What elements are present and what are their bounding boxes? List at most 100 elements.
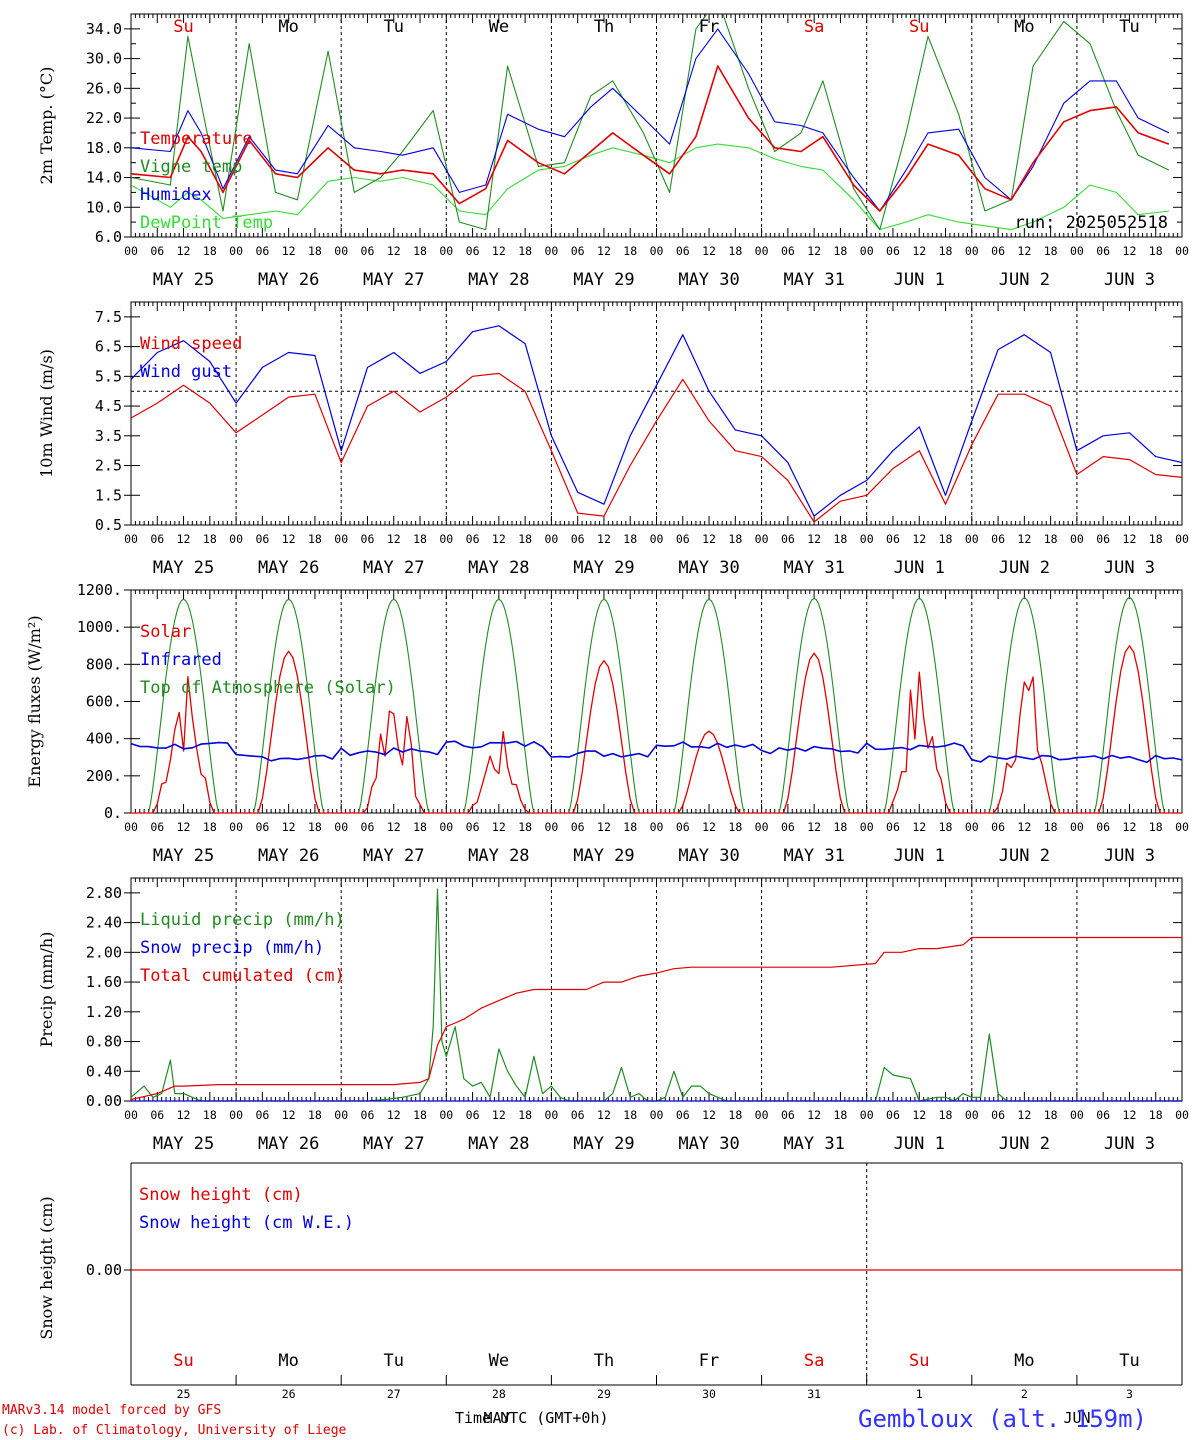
x-hour-label: 06 [361, 820, 375, 834]
x-hour-label: 12 [912, 244, 926, 258]
y-tick-label: 1.20 [86, 1003, 122, 1021]
bottom-day-name: Mo [1014, 1351, 1034, 1371]
x-hour-label: 12 [912, 820, 926, 834]
x-hour-label: 12 [807, 1108, 821, 1122]
x-hour-label: 12 [912, 532, 926, 546]
y-tick-label: 0.5 [95, 516, 122, 534]
x-hour-label: 18 [1149, 532, 1163, 546]
x-hour-label: 18 [728, 244, 742, 258]
x-hour-label: 00 [439, 532, 453, 546]
x-hour-label: 18 [1149, 1108, 1163, 1122]
x-hour-label: 06 [1096, 1108, 1110, 1122]
x-hour-label: 12 [282, 532, 296, 546]
bottom-day-number: 29 [597, 1387, 611, 1401]
x-date-label: JUN 2 [999, 558, 1050, 578]
bottom-day-number: 30 [702, 1387, 716, 1401]
legend-snow-height-cm-: Snow height (cm) [139, 1185, 303, 1205]
y-tick-label: 34.0 [86, 20, 122, 38]
series-line-temperature [131, 65, 1170, 212]
x-hour-label: 06 [781, 820, 795, 834]
x-hour-label: 00 [229, 820, 243, 834]
x-hour-label: 12 [807, 244, 821, 258]
day-name-label: Tu [384, 17, 404, 37]
legend-snow-precip-mm-h-: Snow precip (mm/h) [140, 938, 324, 958]
bottom-day-number: 25 [177, 1387, 191, 1401]
x-hour-label: 12 [492, 244, 506, 258]
legend-vigne-temp: Vigne temp [140, 157, 242, 177]
y-tick-label: 3.5 [95, 427, 122, 445]
y-tick-label: 2.00 [86, 943, 122, 961]
series-line-solar [131, 645, 1182, 814]
legend-dewpoint-temp: DewPoint Temp [140, 213, 273, 233]
x-date-label: MAY 28 [468, 270, 529, 290]
legend-solar: Solar [140, 622, 191, 642]
x-hour-label: 18 [833, 244, 847, 258]
x-date-label: JUN 2 [999, 1134, 1050, 1154]
legend-humidex: Humidex [140, 185, 212, 205]
x-hour-label: 00 [1070, 820, 1084, 834]
x-hour-label: 06 [676, 820, 690, 834]
x-hour-label: 00 [439, 1108, 453, 1122]
y-tick-label: 2.40 [86, 914, 122, 932]
x-hour-label: 12 [1017, 532, 1031, 546]
x-date-label: MAY 27 [363, 558, 424, 578]
y-tick-label: 6.0 [95, 228, 122, 246]
x-hour-label: 18 [728, 820, 742, 834]
y-tick-label: 6.5 [95, 338, 122, 356]
x-hour-label: 00 [860, 1108, 874, 1122]
x-hour-label: 18 [939, 244, 953, 258]
x-hour-label: 06 [886, 244, 900, 258]
bottom-day-number: 26 [282, 1387, 296, 1401]
x-hour-label: 00 [860, 820, 874, 834]
x-hour-label: 12 [177, 820, 191, 834]
x-date-label: MAY 27 [363, 1134, 424, 1154]
x-hour-label: 18 [203, 820, 217, 834]
x-hour-label: 12 [1017, 244, 1031, 258]
day-name-label: We [489, 17, 509, 37]
y-tick-label: 0.40 [86, 1062, 122, 1080]
x-hour-label: 06 [676, 1108, 690, 1122]
x-hour-label: 06 [361, 532, 375, 546]
month-label-jun: JUN [1063, 1409, 1090, 1427]
x-date-label: MAY 30 [678, 558, 739, 578]
x-hour-label: 12 [597, 532, 611, 546]
y-tick-label: 4.5 [95, 397, 122, 415]
y-tick-label: 1200. [77, 581, 122, 599]
x-hour-label: 06 [150, 532, 164, 546]
x-hour-label: 12 [492, 820, 506, 834]
x-date-label: JUN 3 [1104, 1134, 1155, 1154]
x-hour-label: 12 [282, 244, 296, 258]
x-hour-label: 18 [308, 532, 322, 546]
series-line-wind-gust [130, 325, 1183, 517]
x-hour-label: 12 [1123, 1108, 1137, 1122]
y-tick-label: 2.80 [86, 884, 122, 902]
x-hour-label: 18 [939, 532, 953, 546]
bottom-day-name: Tu [1119, 1351, 1139, 1371]
x-hour-label: 06 [255, 1108, 269, 1122]
y-tick-label: 18.0 [86, 139, 122, 157]
x-date-label: JUN 3 [1104, 558, 1155, 578]
run-label: run: 2025052518 [1014, 213, 1168, 233]
x-hour-label: 12 [597, 820, 611, 834]
y-tick-label: 1.60 [86, 973, 122, 991]
series-line-total-cumulated-cm- [130, 936, 1182, 1101]
x-hour-label: 00 [124, 244, 138, 258]
x-date-label: MAY 31 [783, 846, 844, 866]
x-hour-label: 06 [571, 532, 585, 546]
x-hour-label: 18 [308, 1108, 322, 1122]
y-tick-label: 2.5 [95, 457, 122, 475]
bottom-day-number: 2 [1021, 1387, 1028, 1401]
x-hour-label: 18 [203, 1108, 217, 1122]
x-hour-label: 12 [702, 820, 716, 834]
bottom-day-name: Fr [699, 1351, 719, 1371]
x-date-label: MAY 25 [153, 270, 214, 290]
x-hour-label: 18 [203, 244, 217, 258]
x-hour-label: 18 [623, 820, 637, 834]
x-hour-label: 00 [650, 244, 664, 258]
panel-frame [130, 13, 1183, 238]
x-date-label: MAY 27 [363, 270, 424, 290]
x-hour-label: 18 [623, 532, 637, 546]
x-hour-label: 00 [650, 532, 664, 546]
